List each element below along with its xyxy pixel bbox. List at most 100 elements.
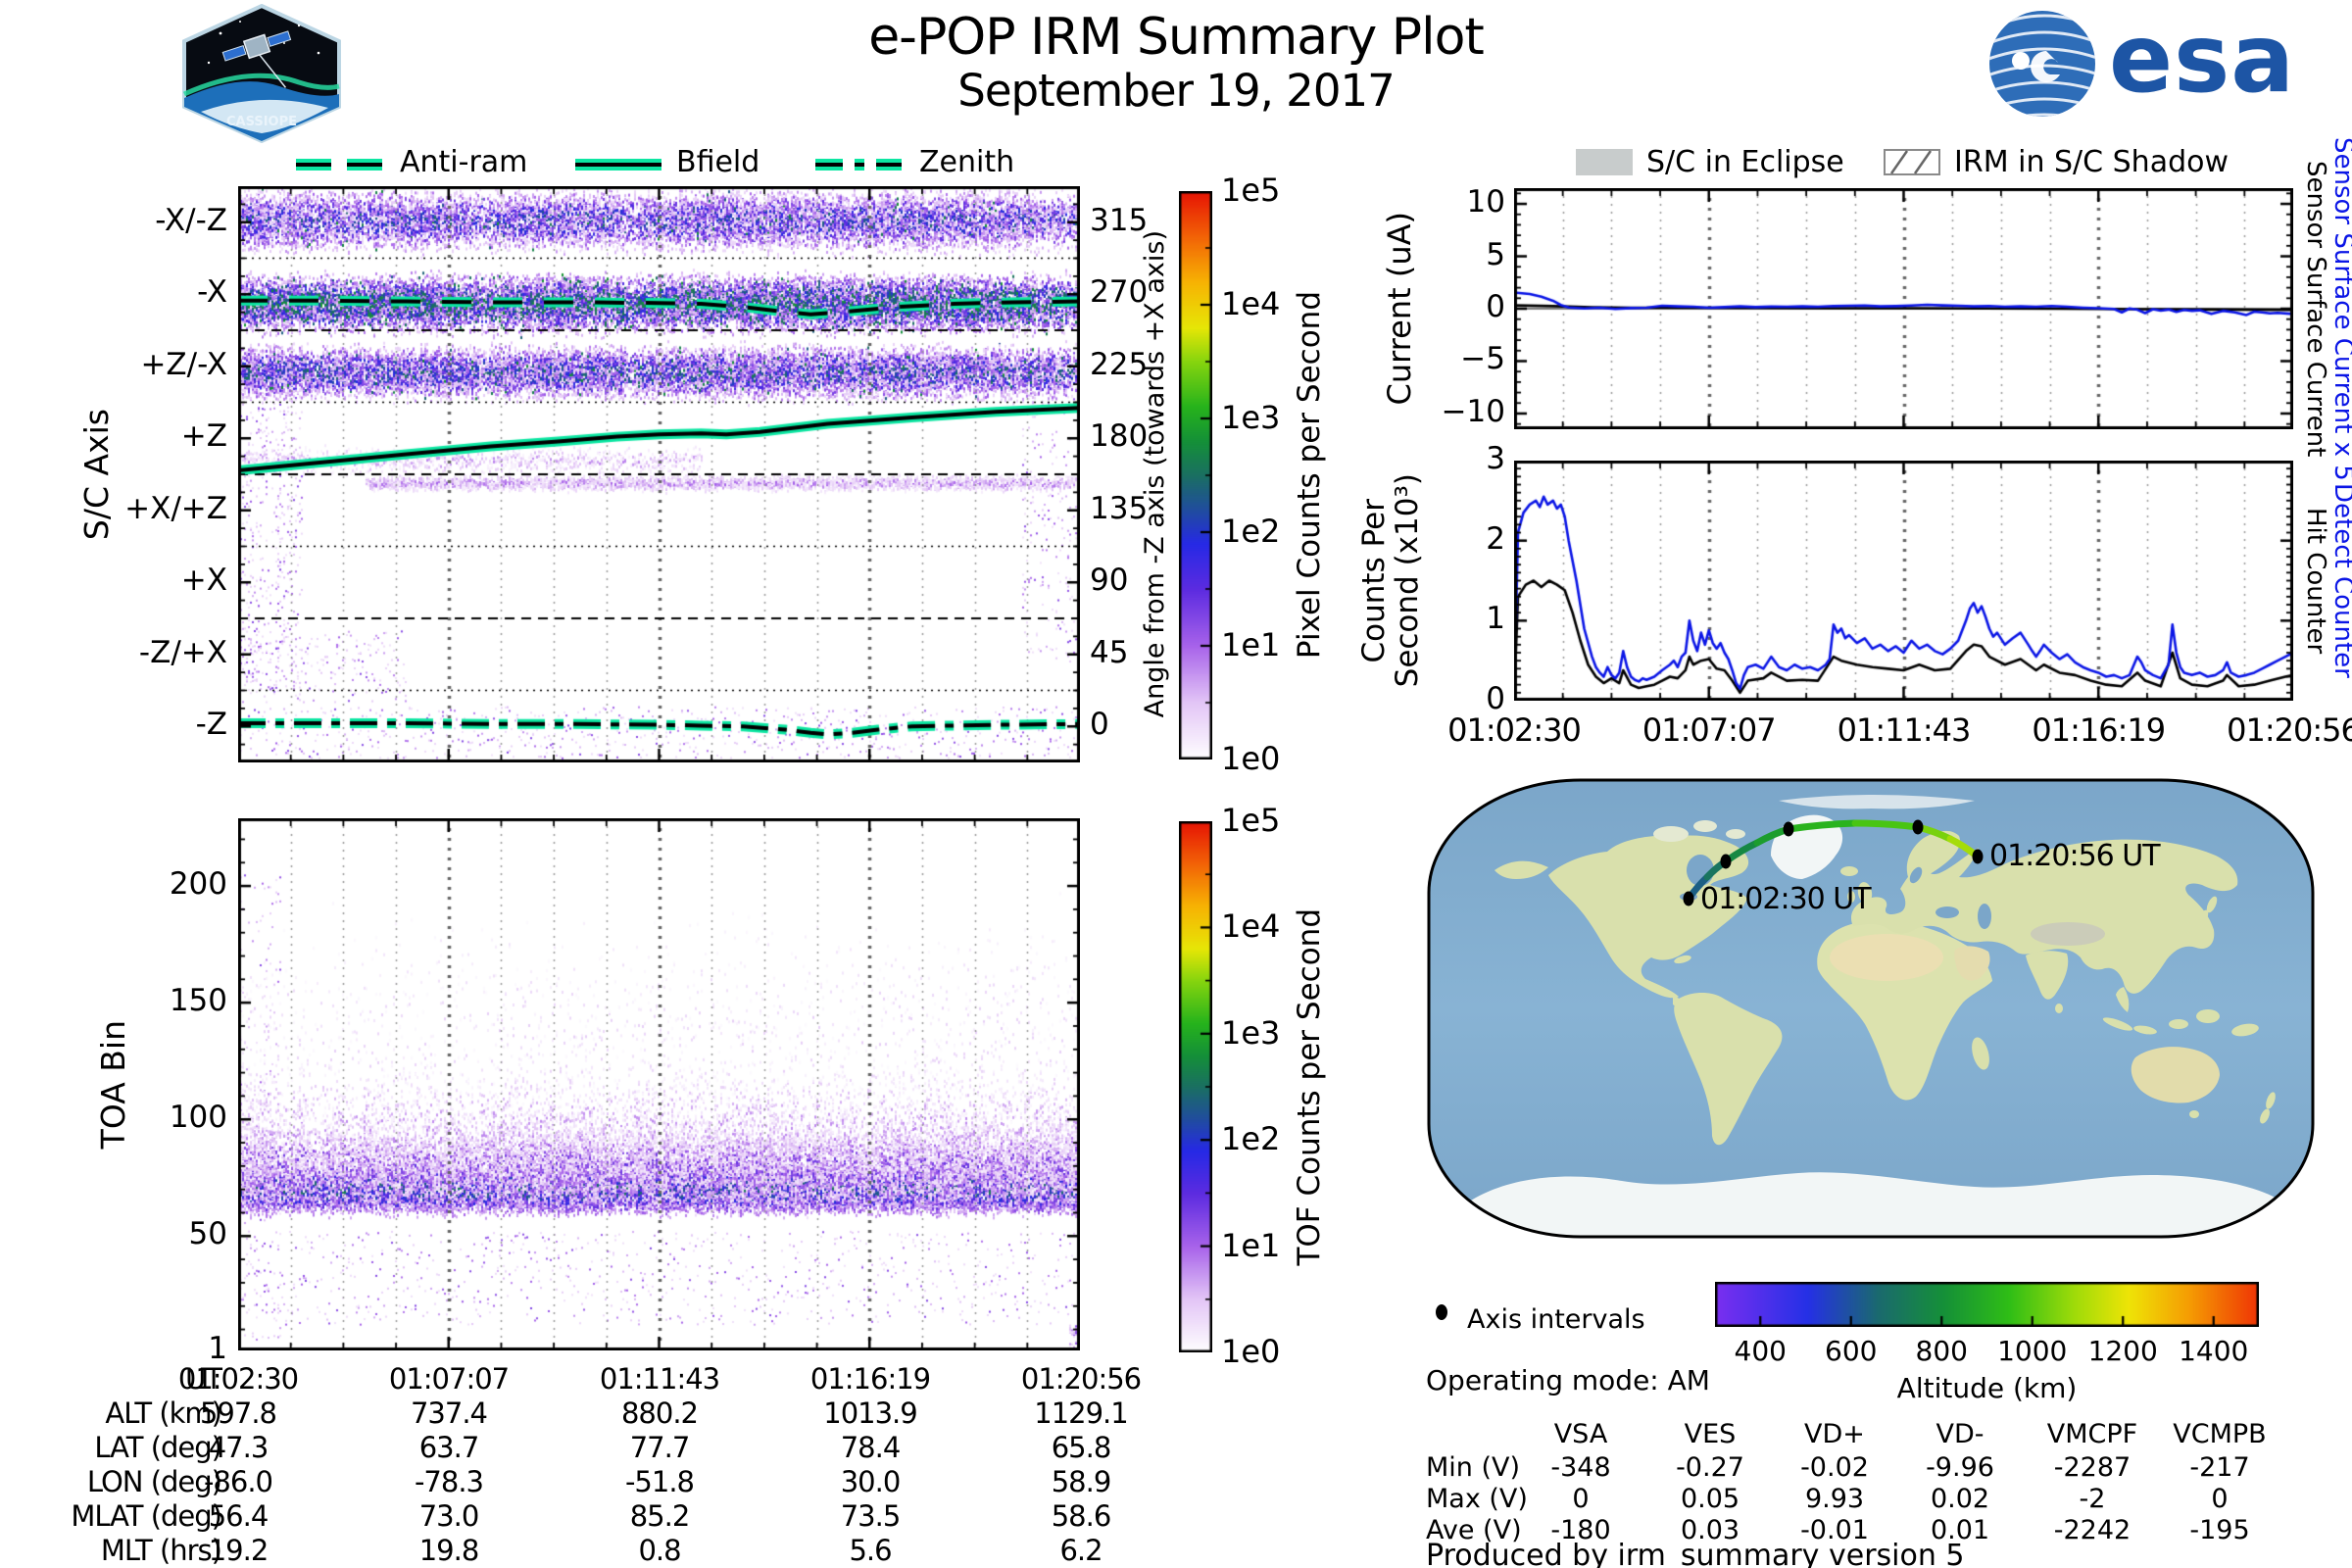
map-india [2026, 951, 2069, 1000]
altitude-tick-label: 600 [1825, 1335, 1878, 1367]
voltage-cell: -2287 [2053, 1452, 2132, 1483]
counts-tick-label: 3 [1486, 441, 1505, 476]
ephemeris-cell: 01:20:56 [1020, 1362, 1142, 1396]
altitude-tick-label: 1000 [1997, 1335, 2068, 1367]
current-tick-label: −5 [1460, 341, 1505, 377]
shadow-legend-label: IRM in S/C Shadow [1954, 145, 2230, 179]
ephemeris-row-label: MLT (hrs) [100, 1534, 222, 1567]
angle-tick-label: 180 [1090, 418, 1149, 455]
ephemeris-row-label: LON (deg) [86, 1465, 222, 1498]
map-frame [1427, 778, 2315, 1239]
sc-axis-category-label: -X [197, 274, 227, 311]
ephemeris-cell: 85.2 [629, 1499, 691, 1533]
altitude-tick-label: 1400 [2179, 1335, 2249, 1367]
esa-logo-e [2031, 51, 2060, 82]
map-eurasia [1850, 839, 2238, 994]
ephemeris-cell: 56.4 [208, 1499, 270, 1533]
current-ylabel: Current (uA) [1381, 212, 1418, 406]
angle-tick-label: 225 [1090, 346, 1149, 382]
counts-tick-label: 2 [1486, 520, 1505, 557]
ephemeris-cell: 6.2 [1059, 1534, 1102, 1567]
time-tick-label: 01:02:30 [1447, 711, 1582, 749]
counts-ylabel1-wrap: Counts Per [1356, 461, 1392, 701]
colorbar-tick-label: 1e5 [1221, 802, 1281, 839]
current-ylabel-wrap: Current (uA) [1380, 188, 1419, 429]
sensor-current-blue-label-wrap: Sensor Surface Current x 5 [2328, 136, 2352, 481]
voltage-cell: 0.02 [1930, 1484, 1990, 1514]
orbit-track-segment [1851, 819, 1922, 831]
voltage-column-header: VSA [1553, 1419, 1608, 1449]
counts-ylabel-line1: Counts Per [1356, 498, 1392, 663]
map-australia [2131, 1047, 2220, 1103]
sc-axis-category-label: -Z/+X [138, 634, 227, 670]
current-tick-label: −10 [1441, 393, 1505, 429]
counts-tick-label: 0 [1486, 681, 1505, 716]
angle-tick-label: 135 [1090, 490, 1149, 526]
time-tick-label: 01:07:07 [1642, 711, 1777, 749]
colorbar-tick-label: 1e1 [1221, 626, 1281, 663]
axis-interval-dot [1912, 819, 1924, 835]
toa-spectrogram [238, 818, 1080, 1350]
ephemeris-cell: 01:07:07 [388, 1362, 510, 1396]
pixel-counts-colorbar [1179, 191, 1212, 760]
current-tick-label: 5 [1486, 236, 1505, 272]
pixel-counts-label-wrap: Pixel Counts per Second [1290, 191, 1329, 760]
voltage-cell: -348 [1550, 1452, 1611, 1483]
axis-interval-dot [1783, 821, 1794, 837]
voltage-cell: -180 [1550, 1515, 1611, 1545]
ephemeris-cell: 73.0 [418, 1499, 480, 1533]
track-end-time-label: 01:20:56 UT [1989, 839, 2161, 873]
esa-logo-dot [2012, 52, 2030, 70]
voltage-cell: -2242 [2053, 1515, 2132, 1545]
counts-tick-label: 1 [1486, 601, 1505, 637]
sc-axis-category-label: +X/+Z [124, 490, 227, 526]
voltage-row-label: Max (V) [1426, 1484, 1528, 1514]
tof-counts-colorbar-label: TOF Counts per Second [1292, 907, 1327, 1266]
ephemeris-cell: 1013.9 [823, 1396, 917, 1430]
voltage-cell: -195 [2189, 1515, 2250, 1545]
orbit-track: 01:02:30 UT 01:20:56 UT [1683, 819, 2162, 916]
pixel-counts-colorbar-label: Pixel Counts per Second [1292, 291, 1327, 660]
colorbar-tick-label: 1e5 [1221, 172, 1281, 209]
axis-interval-dot [1720, 854, 1732, 869]
altitude-colorbar [1715, 1282, 2259, 1327]
voltage-cell: 0 [2211, 1484, 2229, 1514]
ephemeris-cell: -78.3 [414, 1465, 484, 1498]
sensor-current-chart [1514, 188, 2293, 429]
map-south-america [1674, 993, 1783, 1146]
bfield-legend-swatch [575, 159, 662, 171]
time-tick-label: 01:20:56 [2227, 711, 2352, 749]
ephemeris-cell: -86.0 [203, 1465, 273, 1498]
time-tick-label: 01:11:43 [1837, 711, 1972, 749]
ephemeris-cell: 01:16:19 [809, 1362, 931, 1396]
toa-tick-label: 200 [169, 866, 227, 903]
voltage-row-label: Ave (V) [1426, 1515, 1522, 1545]
voltage-cell: 0.01 [1930, 1515, 1990, 1545]
sensor-surface-current-x5-label: Sensor Surface Current x 5 [2328, 136, 2352, 481]
ephemeris-cell: 737.4 [410, 1396, 488, 1430]
detect-counter-label-wrap: Detect Counter [2328, 461, 2352, 701]
ephemeris-cell: 65.8 [1051, 1431, 1112, 1464]
current-tick-label: 0 [1486, 289, 1505, 324]
ephemeris-row-label: MLAT (deg) [71, 1499, 222, 1533]
voltage-column-header: VES [1684, 1419, 1737, 1449]
hit-counter-label-wrap: Hit Counter [2301, 461, 2330, 701]
colorbar-tick-label: 1e0 [1221, 1333, 1281, 1370]
voltage-cell: -2 [2079, 1484, 2106, 1514]
map-continents [1465, 795, 2280, 1237]
ground-track-map: 01:02:30 UT 01:20:56 UT [1427, 778, 2315, 1239]
esa-logo-wordmark: esa [2109, 4, 2296, 114]
toa-tick-label: 150 [169, 983, 227, 1019]
patch-clouds [201, 99, 328, 133]
voltage-cell: -0.02 [1800, 1452, 1869, 1483]
track-start-time-label: 01:02:30 UT [1700, 882, 1872, 916]
tof-counts-label-wrap: TOF Counts per Second [1290, 821, 1329, 1352]
colorbar-tick-label: 1e1 [1221, 1226, 1281, 1264]
ephemeris-cell: 47.3 [208, 1431, 270, 1464]
colorbar-tick-label: 1e2 [1221, 513, 1281, 550]
voltage-column-header: VD+ [1804, 1419, 1865, 1449]
ephemeris-cell: 01:11:43 [599, 1362, 720, 1396]
colorbar-tick-label: 1e2 [1221, 1120, 1281, 1158]
ephemeris-cell: 58.6 [1051, 1499, 1112, 1533]
detect-counter-label: Detect Counter [2328, 483, 2352, 678]
